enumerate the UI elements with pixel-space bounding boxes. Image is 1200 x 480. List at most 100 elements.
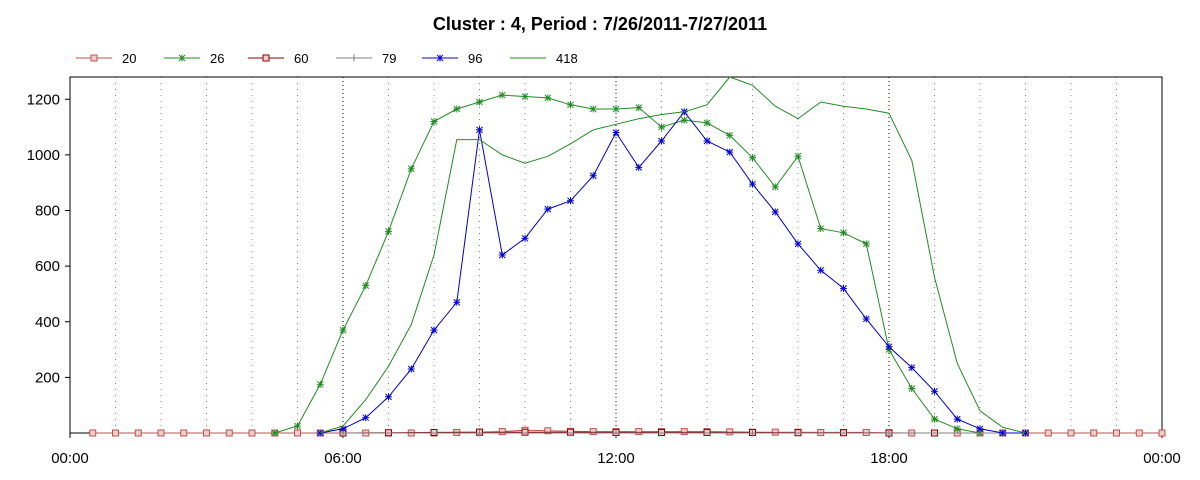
data-point bbox=[635, 163, 643, 171]
legend-item-79: 79 bbox=[336, 51, 396, 66]
data-point bbox=[567, 101, 574, 109]
marker-stroke bbox=[385, 393, 392, 401]
marker-stroke bbox=[680, 116, 688, 124]
marker-square bbox=[521, 428, 529, 436]
marker-stroke bbox=[658, 137, 665, 145]
marker-square bbox=[294, 429, 301, 437]
marker-stroke bbox=[362, 414, 370, 422]
marker-stroke bbox=[178, 54, 186, 62]
marker-stroke bbox=[794, 152, 802, 160]
data-point bbox=[271, 429, 279, 437]
marker-stroke bbox=[908, 364, 916, 371]
data-point bbox=[726, 131, 734, 139]
marker-square bbox=[726, 428, 734, 436]
x-tick-label: 12:00 bbox=[597, 450, 635, 467]
data-point bbox=[726, 148, 734, 156]
marker-stroke bbox=[771, 208, 779, 216]
marker-stroke bbox=[703, 137, 711, 145]
data-point bbox=[1067, 429, 1075, 437]
marker-square bbox=[703, 428, 711, 436]
legend-label: 96 bbox=[468, 51, 482, 66]
legend-item-60: 60 bbox=[248, 51, 308, 66]
marker-stroke bbox=[567, 101, 574, 109]
marker-stroke bbox=[840, 285, 847, 292]
legend-label: 26 bbox=[210, 51, 224, 66]
marker-stroke bbox=[476, 98, 483, 106]
data-point bbox=[476, 98, 483, 106]
legend-marker bbox=[90, 54, 98, 62]
legend-item-20: 20 bbox=[76, 51, 136, 66]
data-point bbox=[749, 429, 756, 437]
legend-marker bbox=[350, 54, 358, 62]
data-point bbox=[999, 429, 1007, 437]
data-point bbox=[225, 429, 233, 437]
marker-stroke bbox=[407, 365, 415, 373]
data-point bbox=[453, 105, 461, 113]
marker-square bbox=[262, 54, 270, 62]
data-point bbox=[203, 429, 210, 437]
data-point bbox=[931, 387, 938, 395]
data-point bbox=[771, 208, 779, 216]
data-point bbox=[908, 385, 916, 392]
data-point bbox=[703, 428, 711, 436]
marker-square bbox=[658, 428, 665, 436]
data-point bbox=[339, 326, 347, 334]
marker-stroke bbox=[862, 240, 870, 248]
marker-square bbox=[1158, 429, 1166, 437]
data-point bbox=[680, 428, 688, 436]
marker-square bbox=[203, 429, 210, 437]
data-point bbox=[840, 229, 847, 237]
data-point bbox=[1135, 429, 1143, 437]
data-point bbox=[703, 137, 711, 145]
data-point bbox=[544, 205, 552, 213]
data-point bbox=[407, 365, 415, 373]
data-point bbox=[316, 429, 324, 437]
marker-stroke bbox=[271, 429, 279, 437]
marker-stroke bbox=[749, 154, 756, 162]
data-point bbox=[749, 154, 756, 162]
data-point bbox=[931, 415, 938, 423]
data-point bbox=[612, 105, 620, 113]
marker-stroke bbox=[771, 183, 779, 191]
legend-label: 79 bbox=[382, 51, 396, 66]
chart-title: Cluster : 4, Period : 7/26/2011-7/27/201… bbox=[433, 14, 767, 34]
data-point bbox=[316, 380, 324, 388]
legend-marker bbox=[436, 54, 444, 62]
data-point bbox=[658, 428, 665, 436]
marker-stroke bbox=[544, 205, 552, 213]
data-point bbox=[362, 414, 370, 422]
data-point bbox=[362, 282, 370, 290]
marker-stroke bbox=[749, 180, 756, 188]
marker-stroke bbox=[544, 94, 552, 102]
marker-stroke bbox=[294, 422, 301, 430]
legend-item-418: 418 bbox=[510, 51, 578, 66]
marker-stroke bbox=[476, 126, 483, 134]
data-point bbox=[476, 126, 483, 134]
data-point bbox=[134, 429, 142, 437]
marker-stroke bbox=[976, 425, 984, 433]
data-point bbox=[521, 234, 529, 242]
marker-stroke bbox=[362, 282, 370, 289]
x-tick-label: 18:00 bbox=[870, 450, 908, 467]
marker-stroke bbox=[612, 129, 620, 136]
marker-stroke bbox=[498, 251, 506, 259]
legend-label: 418 bbox=[556, 51, 578, 66]
data-point bbox=[1044, 429, 1052, 437]
marker-square bbox=[498, 428, 506, 436]
legend-label: 20 bbox=[122, 51, 136, 66]
y-tick-label: 1000 bbox=[27, 147, 60, 164]
marker-stroke bbox=[430, 118, 438, 125]
x-tick-label: 06:00 bbox=[324, 450, 362, 467]
marker-stroke bbox=[931, 387, 938, 395]
data-point bbox=[180, 429, 188, 437]
marker-stroke bbox=[453, 298, 461, 306]
marker-square bbox=[680, 428, 688, 436]
data-point bbox=[794, 152, 802, 160]
data-point bbox=[658, 123, 665, 131]
data-point bbox=[976, 425, 984, 433]
marker-square bbox=[567, 428, 574, 436]
legend-item-26: 26 bbox=[164, 51, 224, 66]
data-point bbox=[112, 429, 119, 437]
data-point bbox=[521, 92, 529, 100]
data-point bbox=[749, 180, 756, 188]
